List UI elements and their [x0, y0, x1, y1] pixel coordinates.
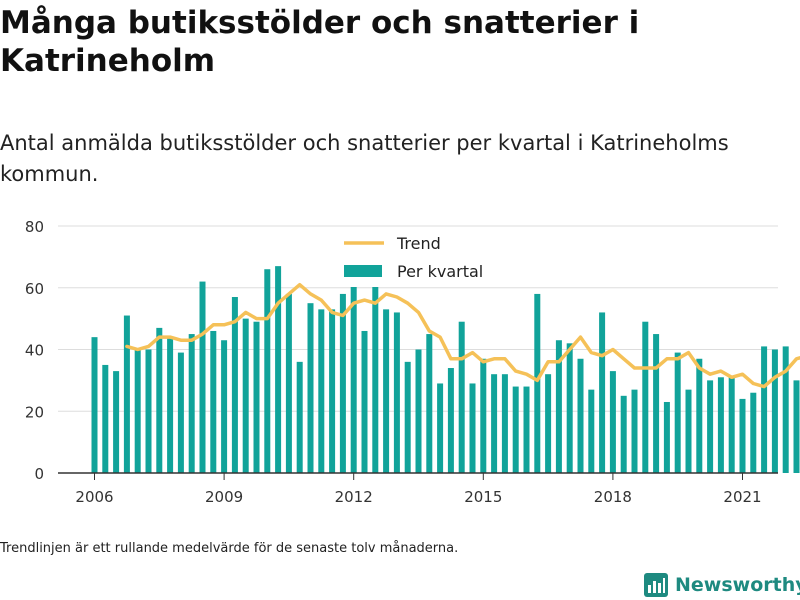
y-tick-label: 80: [25, 218, 44, 236]
bar: [674, 352, 681, 473]
bar: [285, 293, 292, 473]
bar: [167, 337, 174, 473]
bar: [350, 284, 357, 473]
y-tick-label: 60: [25, 280, 44, 298]
bar: [199, 281, 206, 473]
bar: [620, 395, 627, 473]
y-tick-label: 20: [25, 403, 44, 421]
bar: [264, 269, 271, 473]
bar: [631, 389, 638, 473]
bar: [696, 358, 703, 473]
trend-line: [125, 282, 800, 389]
bar: [793, 380, 800, 473]
bar-series: [91, 266, 800, 473]
bar: [156, 327, 163, 473]
bar: [458, 321, 465, 473]
bar: [566, 343, 573, 473]
bar: [253, 321, 260, 473]
bar: [545, 374, 552, 473]
chart-title: Många butiksstölder och snatterier i Kat…: [0, 5, 640, 79]
bar: [577, 358, 584, 473]
bar: [491, 374, 498, 473]
bar: [761, 346, 768, 473]
bar: [663, 401, 670, 473]
bar: [750, 392, 757, 473]
newsworthy-logo-icon: [644, 573, 668, 597]
bar: [242, 318, 249, 473]
bar: [447, 368, 454, 473]
bar: [512, 386, 519, 473]
legend-bar-swatch: [344, 265, 382, 277]
bar: [599, 312, 606, 473]
legend-trend-label: Trend: [396, 234, 441, 253]
bar: [231, 297, 238, 473]
bar: [642, 321, 649, 473]
bar: [728, 377, 735, 473]
brand-name: Newsworthy: [675, 574, 800, 596]
bar: [123, 315, 130, 473]
bar: [372, 272, 379, 473]
x-tick-label: 2009: [205, 488, 243, 506]
bar: [480, 358, 487, 473]
bar: [361, 330, 368, 473]
chart-subtitle: Antal anmälda butiksstölder och snatteri…: [0, 131, 729, 186]
bar: [329, 309, 336, 473]
bar: [707, 380, 714, 473]
legend-background: [336, 230, 501, 287]
y-tick-label: 0: [34, 465, 44, 483]
bar: [188, 334, 195, 473]
bar: [609, 371, 616, 473]
bar: [415, 349, 422, 473]
bar: [437, 383, 444, 473]
x-axis-ticks: 2006200920122015201820212024: [75, 473, 762, 506]
x-tick-label: 2012: [335, 488, 373, 506]
bar: [383, 309, 390, 473]
bar: [653, 334, 660, 473]
bar: [404, 361, 411, 473]
bar: [221, 340, 228, 473]
legend-bar-label: Per kvartal: [397, 262, 483, 281]
bar: [318, 309, 325, 473]
bar: [275, 266, 282, 473]
bar: [717, 377, 724, 473]
bar: [739, 398, 746, 473]
bar: [771, 349, 778, 473]
bar: [145, 349, 152, 473]
bar: [426, 334, 433, 473]
bar: [177, 352, 184, 473]
bar: [296, 361, 303, 473]
y-axis-tick-labels: 0 20 40 60 80: [25, 218, 44, 483]
x-tick-label: 2006: [75, 488, 113, 506]
bar: [523, 386, 530, 473]
footnote: Trendlinjen är ett rullande medelvärde f…: [0, 541, 459, 556]
legend: Trend Per kvartal: [336, 230, 501, 287]
bar: [91, 337, 98, 473]
bar: [134, 349, 141, 473]
bar: [307, 303, 314, 473]
bar: [555, 340, 562, 473]
bar: [685, 389, 692, 473]
bar: [113, 371, 120, 473]
bar: [534, 293, 541, 473]
bar: [393, 312, 400, 473]
x-tick-label: 2015: [464, 488, 502, 506]
bar: [339, 293, 346, 473]
bar: [588, 389, 595, 473]
bar: [469, 383, 476, 473]
y-tick-label: 40: [25, 342, 44, 360]
x-tick-label: 2018: [594, 488, 632, 506]
bar: [210, 330, 217, 473]
x-tick-label: 2021: [723, 488, 761, 506]
bar: [102, 364, 109, 473]
bar: [782, 346, 789, 473]
bar: [501, 374, 508, 473]
brand-logo: Newsworthy: [643, 570, 800, 600]
